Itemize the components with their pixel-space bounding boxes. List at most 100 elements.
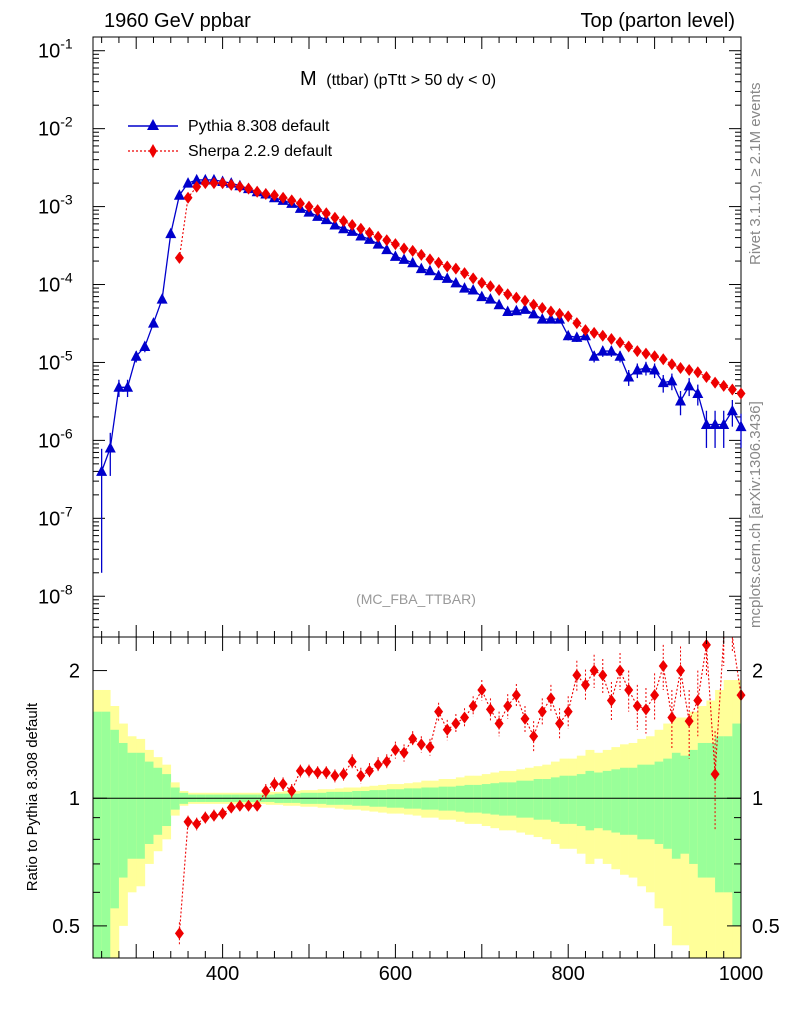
band-inner-bin [101, 711, 111, 958]
ratio-sherpa-point [710, 768, 720, 781]
band-inner-bin [645, 764, 655, 840]
sherpa-point [555, 307, 565, 320]
sherpa-point [390, 238, 400, 251]
pythia-point [597, 345, 609, 356]
pythia-point [683, 379, 695, 391]
ratio-sherpa-point [606, 694, 616, 707]
ratio-x-tick-label: 1000 [719, 963, 764, 985]
sherpa-point [520, 294, 530, 307]
ratio-sherpa-point [416, 738, 426, 751]
ratio-series-sherpa [174, 636, 746, 946]
pythia-point [372, 238, 384, 249]
ratio-sherpa-point [339, 768, 349, 781]
plot-title-main: M [300, 68, 317, 90]
ratio-sherpa-point [503, 700, 513, 713]
pythia-point [191, 173, 203, 185]
ratio-sherpa-point [572, 669, 582, 682]
sherpa-point [658, 353, 668, 366]
ratio-tick-labels: 400 600 800 1000 0.5 0.5 1 1 2 2 [52, 661, 780, 985]
ratio-sherpa-point [555, 717, 565, 730]
ratio-sherpa-point [330, 769, 340, 782]
pythia-point [381, 243, 393, 255]
band-inner-bin [663, 758, 673, 849]
sherpa-point [650, 350, 660, 363]
sherpa-point [589, 326, 599, 339]
band-inner-bin [594, 772, 604, 829]
ratio-sherpa-point [650, 689, 660, 702]
band-inner-bin [732, 723, 742, 926]
rivet-label: Rivet 3.1.10, ≥ 2.1M events [747, 83, 764, 266]
ratio-sherpa-point [183, 815, 193, 828]
ratio-sherpa-point [460, 711, 470, 724]
sherpa-point [442, 260, 452, 273]
band-inner-bin [136, 752, 146, 859]
ratio-y-tick-label-right: 0.5 [752, 916, 780, 938]
pythia-point [424, 264, 436, 276]
sherpa-point [287, 194, 297, 207]
ratio-sherpa-point [321, 766, 331, 779]
mcplots-label: mcplots.cern.ch [arXiv:1306.3436] [747, 401, 764, 628]
pythia-point [441, 272, 453, 283]
sherpa-line [178, 182, 742, 394]
ratio-sherpa-point [261, 785, 271, 798]
pythia-point [130, 350, 142, 361]
ratio-sherpa-point [701, 638, 711, 651]
sherpa-point [580, 324, 590, 337]
ratio-panel-frame [92, 636, 742, 959]
ratio-sherpa-point [218, 807, 228, 820]
sherpa-point [252, 185, 262, 198]
ratio-sherpa-point [347, 755, 357, 768]
pythia-point [165, 227, 177, 239]
pythia-point [407, 256, 419, 268]
main-y-ticks [93, 37, 742, 638]
legend-sherpa-label: Sherpa 2.2.9 default [188, 143, 333, 160]
band-inner-bin [464, 784, 474, 813]
band-inner-bin [602, 770, 612, 831]
sherpa-point [624, 340, 634, 353]
sherpa-point [434, 256, 444, 269]
ratio-sherpa-point [589, 664, 599, 677]
sherpa-point [736, 387, 746, 400]
ratio-sherpa-point [632, 700, 642, 713]
pythia-point [631, 364, 643, 375]
ratio-sherpa-point [624, 683, 634, 696]
y-tick-label: 10-8 [38, 581, 73, 608]
band-inner-bin [706, 742, 716, 878]
pythia-point [476, 290, 488, 302]
ratio-sherpa-point [278, 778, 288, 791]
ratio-sherpa-point [287, 785, 297, 798]
ratio-x-tick-label: 600 [379, 963, 412, 985]
pythia-point [329, 219, 341, 230]
sherpa-point [425, 253, 435, 266]
band-inner-bin [110, 729, 120, 909]
pythia-point [113, 381, 125, 392]
band-inner-bin [490, 783, 500, 815]
sherpa-point [218, 177, 228, 190]
band-inner-bin [525, 780, 534, 818]
sherpa-point [485, 280, 495, 293]
band-inner-bin [723, 736, 733, 893]
sherpa-point [321, 207, 331, 220]
pythia-line [101, 179, 742, 472]
main-series-pythia [96, 173, 747, 573]
ratio-sherpa-point [615, 664, 625, 677]
sherpa-point [304, 200, 314, 213]
sherpa-point [209, 177, 219, 190]
ratio-sherpa-point [641, 703, 651, 716]
sherpa-point [667, 358, 677, 371]
ratio-sherpa-point [434, 705, 444, 718]
pythia-point [510, 304, 522, 316]
main-series-sherpa [174, 177, 746, 400]
ratio-sherpa-point [563, 705, 573, 718]
pythia-point [623, 371, 635, 382]
ratio-sherpa-point [580, 678, 590, 691]
ratio-sherpa-point [485, 703, 495, 716]
band-inner-bin [542, 779, 552, 820]
sherpa-point [330, 211, 340, 224]
ratio-sherpa-point [295, 764, 305, 777]
ratio-ticks [93, 637, 742, 958]
ratio-sherpa-point [477, 683, 487, 696]
pythia-point [545, 313, 557, 324]
sherpa-point [269, 189, 279, 202]
